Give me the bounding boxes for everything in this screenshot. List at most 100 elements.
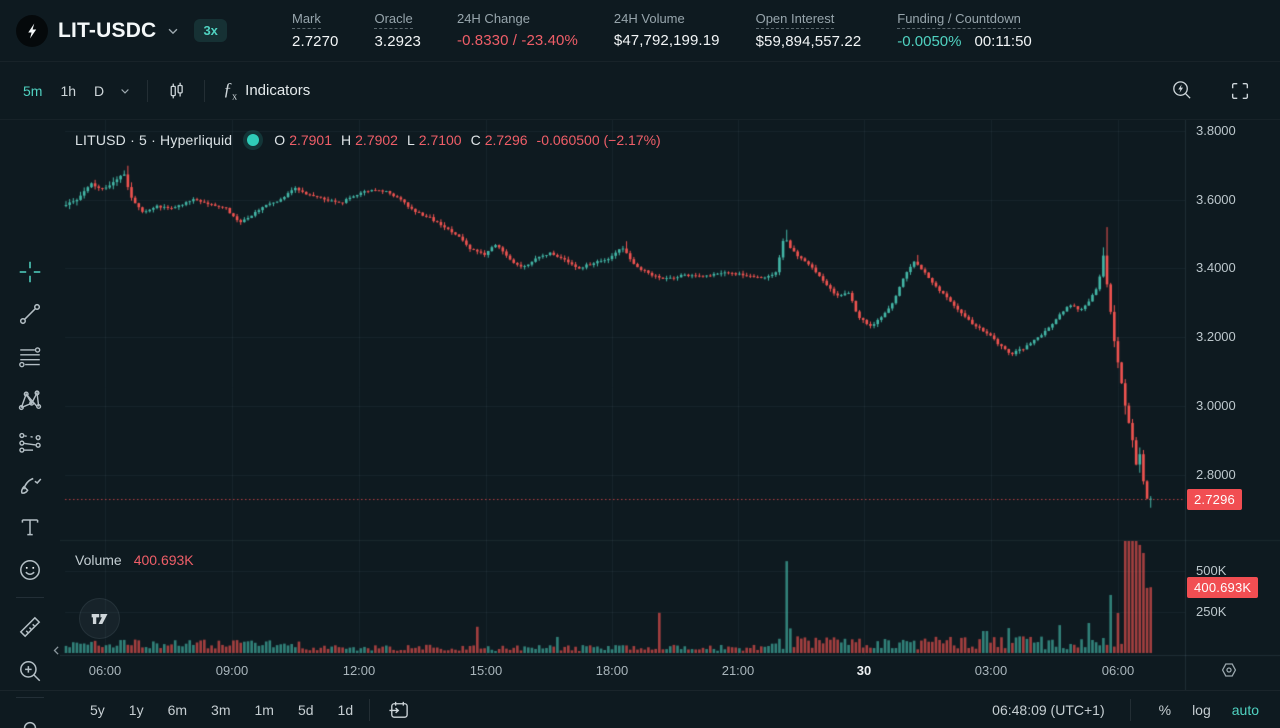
tool-fib-retracement[interactable] <box>13 339 47 375</box>
bottom-bar-divider <box>1129 698 1131 721</box>
hyperliquid-logo-icon <box>16 14 48 47</box>
pair-selector[interactable]: LIT-USDC 3x <box>16 14 278 47</box>
chart-bottom-bar: 5y 1y 6m 3m 1m 5d 1d 06:48:09 (UTC+1) % … <box>0 690 1280 728</box>
drawing-toolbar <box>0 120 60 728</box>
stat-24h-volume: 24H Volume $47,792,199.19 <box>614 11 720 49</box>
time-axis-settings-gear-icon[interactable] <box>1218 659 1240 686</box>
time-tick-label: 12:00 <box>342 663 376 678</box>
toolbar-divider <box>16 697 44 698</box>
range-buttons: 5y 1y 6m 3m 1m 5d 1d <box>84 700 359 720</box>
toolbar-divider <box>147 79 149 102</box>
candle-style-icon[interactable] <box>158 76 194 106</box>
candlestick-chart-canvas[interactable] <box>60 120 1280 690</box>
range-3m-button[interactable]: 3m <box>211 701 231 718</box>
interval-button-5m[interactable]: 5m <box>23 82 43 99</box>
range-1d-button[interactable]: 1d <box>337 701 354 718</box>
stat-24h-change: 24H Change -0.8330 / -23.40% <box>457 11 578 49</box>
tool-ruler[interactable] <box>13 609 47 645</box>
interval-dropdown-chevron-icon[interactable] <box>113 81 137 101</box>
interval-button-1h[interactable]: 1h <box>60 82 77 99</box>
fx-icon: ƒx <box>223 78 238 103</box>
time-tick-label: 06:00 <box>88 663 122 678</box>
tool-text[interactable] <box>13 509 47 545</box>
legend-close: C 2.7296 <box>470 132 528 148</box>
stat-mark: Mark 2.7270 <box>292 11 338 50</box>
stat-open-interest-label: Open Interest <box>755 11 835 29</box>
tradingview-logo[interactable] <box>79 598 120 639</box>
stat-oracle-value: 3.2923 <box>374 33 421 50</box>
legend-open: O 2.7901 <box>274 132 333 148</box>
stat-open-interest-value: $59,894,557.22 <box>755 33 862 50</box>
time-tick-label: 03:00 <box>974 663 1008 678</box>
pair-dropdown-chevron-icon[interactable] <box>166 24 180 38</box>
stat-funding: Funding / Countdown -0.0050% 00:11:50 <box>897 11 1032 50</box>
funding-rate-value: -0.0050% <box>897 33 962 50</box>
volume-badge: 400.693K <box>1187 577 1259 599</box>
range-1m-button[interactable]: 1m <box>254 701 274 718</box>
stat-oracle-label: Oracle <box>374 11 413 29</box>
volume-tick-label: 500K <box>1196 563 1227 578</box>
clock-timezone-button[interactable]: 06:48:09 (UTC+1) <box>992 701 1105 718</box>
price-tick-label: 3.2000 <box>1196 329 1236 345</box>
stat-24h-volume-value: $47,792,199.19 <box>613 32 720 49</box>
range-1y-button[interactable]: 1y <box>128 701 144 718</box>
bottom-bar-divider <box>369 698 371 721</box>
funding-countdown-value: 00:11:50 <box>974 33 1032 50</box>
indicators-button[interactable]: ƒx Indicators <box>215 75 318 107</box>
toolbar-divider <box>16 597 44 598</box>
stat-funding-label: Funding / Countdown <box>897 11 1021 29</box>
interval-button-d[interactable]: D <box>94 82 105 99</box>
tool-trend-line[interactable] <box>13 296 47 332</box>
price-tick-label: 3.8000 <box>1196 123 1236 138</box>
time-tick-label: 06:00 <box>1101 663 1135 678</box>
range-5d-button[interactable]: 5d <box>297 701 314 718</box>
stat-24h-change-label: 24H Change <box>456 11 530 26</box>
volume-value: 400.693K <box>133 552 194 568</box>
go-to-date-icon[interactable] <box>380 694 417 725</box>
toolbar-divider <box>204 79 206 102</box>
tool-brush[interactable] <box>13 467 47 503</box>
volume-legend: Volume 400.693K <box>75 552 194 568</box>
legend-symbol-title[interactable]: LITUSD · 5 · Hyperliquid <box>75 132 233 148</box>
volume-label[interactable]: Volume <box>75 552 122 568</box>
time-tick-label: 15:00 <box>469 663 503 678</box>
snapshot-camera-icon[interactable] <box>1163 75 1200 106</box>
stat-oracle: Oracle 3.2923 <box>374 11 421 50</box>
chart-toolbar: 5m 1h D ƒx Indicators <box>0 62 1280 120</box>
time-tick-label: 21:00 <box>721 663 755 678</box>
legend-change: -0.060500 (−2.17%) <box>536 132 661 148</box>
tool-emoji[interactable] <box>13 552 47 588</box>
auto-scale-button[interactable]: auto <box>1231 701 1259 718</box>
range-5y-button[interactable]: 5y <box>90 701 105 718</box>
tool-magnet[interactable] <box>13 710 47 728</box>
market-stats: Mark 2.7270 Oracle 3.2923 24H Change -0.… <box>292 11 1032 50</box>
market-header: LIT-USDC 3x Mark 2.7270 Oracle 3.2923 24… <box>0 0 1280 62</box>
indicators-label: Indicators <box>245 82 311 99</box>
leverage-badge[interactable]: 3x <box>194 19 227 42</box>
market-status-dot[interactable] <box>247 134 260 146</box>
stat-open-interest: Open Interest $59,894,557.22 <box>755 11 862 50</box>
tool-xabcd-pattern[interactable] <box>13 382 47 418</box>
chart-legend: LITUSD · 5 · Hyperliquid O 2.7901 H 2.7902… <box>75 132 661 148</box>
log-scale-button[interactable]: log <box>1192 701 1211 718</box>
price-tick-label: 3.4000 <box>1196 260 1236 276</box>
price-tick-label: 2.8000 <box>1196 466 1236 482</box>
percent-scale-button[interactable]: % <box>1158 701 1172 718</box>
tool-zoom-in[interactable] <box>13 653 47 689</box>
price-tick-label: 3.0000 <box>1196 397 1236 413</box>
fullscreen-icon[interactable] <box>1222 76 1258 106</box>
stat-24h-change-value: -0.8330 / -23.40% <box>456 32 578 49</box>
chart-pane: LITUSD · 5 · Hyperliquid O 2.7901 H 2.7902… <box>60 120 1280 690</box>
range-6m-button[interactable]: 6m <box>167 701 188 718</box>
time-tick-label: 18:00 <box>595 663 629 678</box>
pair-name[interactable]: LIT-USDC <box>58 18 157 42</box>
pane-collapse-chevron-icon[interactable] <box>50 643 63 662</box>
tool-crosshair[interactable] <box>13 254 47 290</box>
stat-24h-volume-label: 24H Volume <box>613 11 685 26</box>
legend-low: L 2.7100 <box>406 132 462 148</box>
last-price-badge: 2.7296 <box>1187 488 1242 510</box>
stat-mark-value: 2.7270 <box>292 33 339 50</box>
stat-mark-label: Mark <box>292 11 321 29</box>
tool-projection[interactable] <box>13 424 47 460</box>
